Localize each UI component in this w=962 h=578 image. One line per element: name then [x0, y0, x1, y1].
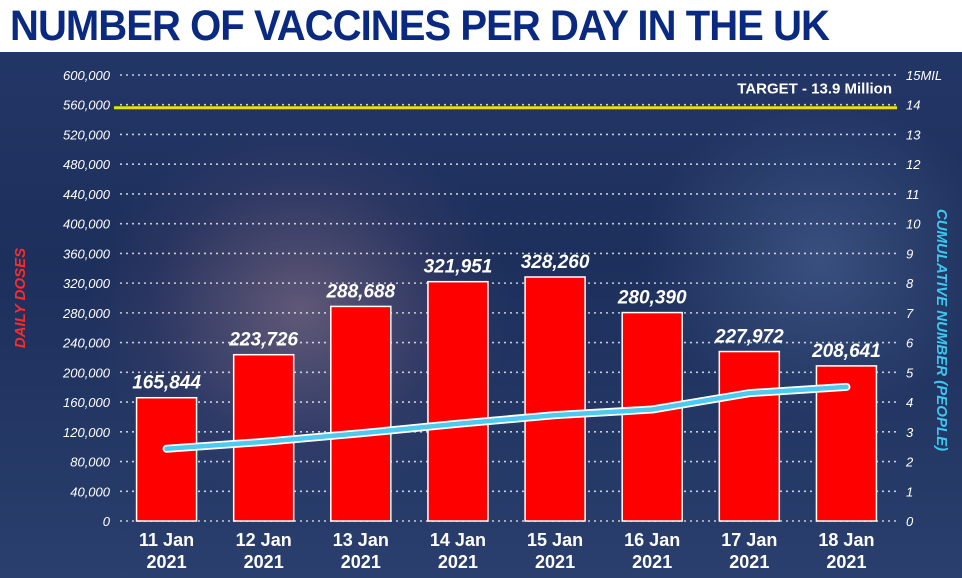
- bar-value-label: 321,951: [424, 257, 493, 278]
- bar: [427, 280, 489, 522]
- y-tick-label: 160,000: [63, 395, 111, 410]
- y2-tick-label: 5: [906, 365, 914, 380]
- target-label: TARGET - 13.9 Million: [737, 81, 892, 98]
- x-tick-label: 14 Jan: [430, 530, 486, 550]
- y-tick-label: 120,000: [63, 425, 111, 440]
- bar-value-label: 328,260: [521, 252, 590, 273]
- y2-tick-label: 13: [906, 127, 921, 142]
- bar: [135, 396, 198, 522]
- cumulative-line: [164, 384, 849, 451]
- bar: [621, 311, 683, 522]
- x-tick-label: 2021: [729, 552, 769, 572]
- y-tick-label: 80,000: [70, 455, 111, 470]
- bar-value-label: 223,726: [228, 330, 298, 351]
- y2-tick-label: 9: [906, 246, 913, 261]
- y2-tick-label: 12: [906, 157, 921, 172]
- bar-value-label: 227,972: [714, 327, 784, 348]
- y2-tick-label: 15MIL: [906, 68, 942, 83]
- y-axis-label: DAILY DOSES: [12, 248, 29, 348]
- y-tick-label: 240,000: [62, 336, 111, 351]
- y2-tick-label: 4: [906, 395, 913, 410]
- y-tick-label: 600,000: [63, 68, 111, 83]
- x-tick-label: 2021: [244, 552, 284, 572]
- y2-tick-label: 2: [905, 455, 914, 470]
- y-tick-label: 560,000: [63, 98, 111, 113]
- y2-tick-label: 11: [906, 187, 920, 202]
- x-tick-label: 2021: [147, 552, 187, 572]
- y2-tick-label: 14: [906, 98, 920, 113]
- y2-axis-label: CUMULATIVE NUMBER (PEOPLE): [933, 209, 950, 451]
- y2-tick-label: 3: [906, 425, 914, 440]
- x-tick-label: 2021: [632, 552, 672, 572]
- y2-tick-label: 8: [906, 276, 914, 291]
- x-tick-label: 2021: [341, 552, 381, 572]
- bar-value-label: 280,390: [617, 288, 687, 309]
- y-tick-label: 400,000: [63, 217, 111, 232]
- y-tick-label: 360,000: [63, 246, 111, 261]
- bar: [330, 305, 392, 522]
- chart-title: NUMBER OF VACCINES PER DAY IN THE UK: [10, 2, 830, 50]
- y-tick-label: 440,000: [63, 187, 111, 202]
- title-bar: NUMBER OF VACCINES PER DAY IN THE UK: [0, 0, 962, 52]
- x-tick-label: 2021: [535, 552, 575, 572]
- bar-value-label: 208,641: [811, 341, 881, 362]
- y2-tick-label: 7: [906, 306, 914, 321]
- x-tick-label: 17 Jan: [721, 530, 777, 550]
- y2-tick-label: 0: [906, 514, 914, 529]
- bar: [718, 350, 781, 522]
- x-tick-label: 12 Jan: [236, 530, 292, 550]
- x-tick-label: 2021: [826, 552, 866, 572]
- x-tick-label: 2021: [438, 552, 478, 572]
- x-tick-label: 16 Jan: [624, 530, 680, 550]
- y-tick-label: 280,000: [62, 306, 111, 321]
- y-tick-label: 480,000: [63, 157, 111, 172]
- bar: [524, 276, 586, 522]
- y-tick-label: 40,000: [70, 484, 111, 499]
- x-tick-label: 18 Jan: [818, 530, 874, 550]
- bar-value-label: 165,844: [132, 373, 201, 394]
- y-tick-label: 0: [103, 514, 111, 529]
- y-tick-label: 520,000: [63, 127, 111, 142]
- y-tick-label: 320,000: [63, 276, 111, 291]
- y2-tick-label: 6: [906, 336, 914, 351]
- bar-value-label: 288,688: [325, 281, 395, 302]
- y2-tick-label: 1: [906, 484, 913, 499]
- y2-tick-label: 10: [906, 217, 921, 232]
- y-tick-label: 200,000: [62, 365, 111, 380]
- x-tick-label: 15 Jan: [527, 530, 583, 550]
- x-tick-label: 11 Jan: [139, 530, 194, 550]
- x-tick-label: 13 Jan: [333, 530, 389, 550]
